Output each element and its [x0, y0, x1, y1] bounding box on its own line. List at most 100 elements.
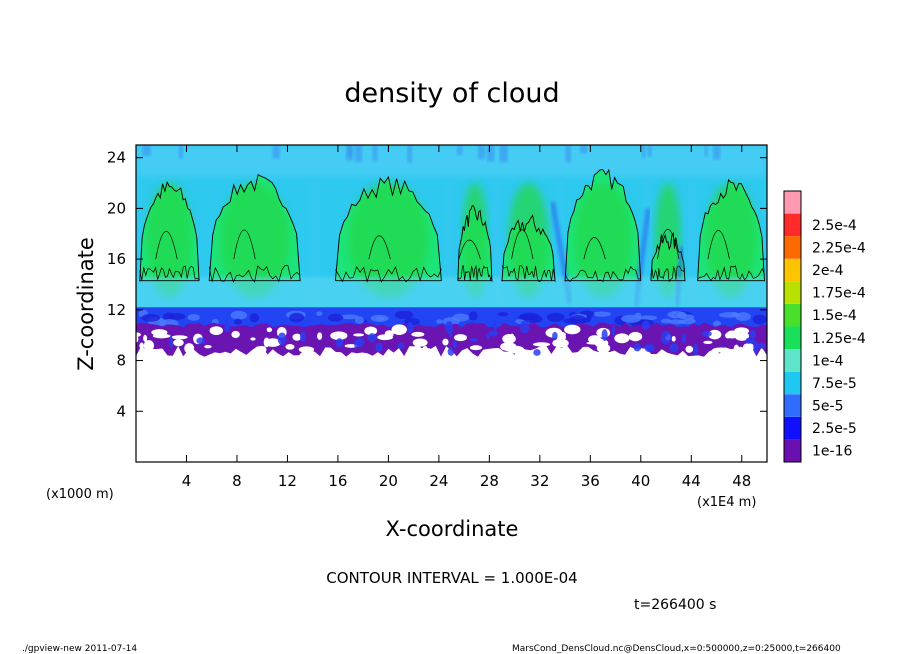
colorbar-segment — [784, 349, 801, 372]
blue-blob — [563, 317, 581, 324]
x-tick-label: 16 — [328, 472, 347, 490]
cloud-core — [146, 183, 192, 298]
purple-hole — [171, 335, 188, 340]
y-axis-ticks: 4 8 12 16 20 24 — [107, 149, 767, 420]
purple-hole — [298, 346, 315, 353]
x-tick-label: 36 — [581, 472, 600, 490]
x-tick-label: 28 — [480, 472, 499, 490]
colorbar-label: 1e-16 — [812, 444, 852, 460]
blue-blob — [519, 312, 540, 321]
contour-1e-4 — [139, 181, 200, 283]
top-streak — [641, 145, 646, 159]
purple-hole — [628, 331, 643, 342]
colorbar-segment — [784, 326, 801, 350]
blue-spot — [452, 340, 457, 349]
blue-spot — [407, 321, 414, 334]
contour-inner — [155, 230, 178, 260]
top-streak — [407, 145, 413, 163]
blue-blob — [735, 312, 751, 321]
blue-spot — [701, 330, 712, 337]
purple-hole — [500, 342, 517, 352]
contour-base — [697, 265, 765, 282]
blue-blob — [639, 315, 658, 321]
top-streak — [713, 145, 721, 160]
purple-hole — [564, 324, 581, 335]
blue-blob — [497, 312, 509, 317]
purple-hole — [204, 345, 212, 349]
blue-spot — [753, 340, 759, 354]
purple-hole — [143, 334, 148, 342]
colorbar-segment — [784, 191, 801, 214]
blue-blob — [592, 311, 612, 317]
purple-hole — [442, 338, 449, 346]
blue-spot — [681, 333, 687, 344]
blue-spot — [277, 332, 287, 346]
blue-blob — [230, 310, 248, 320]
blue-spot — [486, 333, 490, 340]
contour-base — [335, 265, 442, 283]
purple-hole — [250, 337, 256, 341]
gap-streak — [444, 176, 453, 304]
contour-base — [650, 265, 686, 283]
colorbar-label: 5e-5 — [812, 399, 843, 415]
footer-right: MarsCond_DensCloud.nc@DensCloud,x=0:5000… — [512, 644, 841, 654]
blue-spot — [445, 321, 454, 334]
colorbar-segment — [784, 236, 801, 259]
x-tick-label: 4 — [182, 472, 192, 490]
top-streak — [565, 145, 572, 163]
blue-spot — [335, 338, 344, 348]
colorbar-label: 7.5e-5 — [812, 376, 857, 392]
colorbar-label: 1.75e-4 — [812, 286, 866, 302]
x-tick-label: 12 — [278, 472, 297, 490]
purple-hole — [454, 334, 468, 342]
blue-spot — [756, 343, 767, 349]
x-tick-label: 24 — [429, 472, 448, 490]
purple-hole — [614, 333, 630, 344]
y-unit-label: (x1000 m) — [46, 487, 114, 502]
colorbar-label: 2.5e-5 — [812, 421, 857, 437]
purple-hole — [136, 332, 141, 337]
top-streak — [178, 145, 184, 159]
purple-hole — [411, 331, 425, 337]
contour-base — [208, 265, 301, 283]
blue-spot — [644, 343, 655, 353]
x-tick-label: 48 — [732, 472, 751, 490]
blue-blob — [354, 316, 365, 325]
blue-spot — [601, 329, 608, 341]
contour-interval-label: CONTOUR INTERVAL = 1.000E-04 — [326, 569, 577, 587]
blue-spot — [470, 337, 478, 343]
purple-band — [136, 319, 767, 357]
purple-hole — [552, 338, 569, 348]
blue-blob — [752, 314, 767, 325]
blue-blob — [394, 310, 414, 320]
blue-spot — [299, 331, 307, 343]
purple-hole — [685, 345, 694, 353]
colorbar-segment — [784, 416, 801, 440]
purple-hole — [151, 329, 168, 336]
blue-blob — [546, 312, 565, 323]
purple-hole — [209, 326, 223, 336]
y-axis-label: Z-coordinate — [74, 237, 98, 371]
purple-hole — [742, 343, 755, 352]
blue-blob — [327, 313, 344, 322]
purple-hole — [469, 345, 483, 351]
purple-hole — [596, 343, 611, 354]
colorbar-segment — [784, 371, 801, 395]
cloud-core — [220, 183, 290, 298]
cloud-core — [348, 183, 429, 298]
x-axis-ticks: 4 8 12 16 20 24 28 32 36 40 44 48 — [182, 145, 751, 490]
purple-hole — [285, 344, 295, 350]
blue-spot — [633, 343, 642, 352]
dark-blue-band — [136, 307, 767, 329]
blue-blob — [249, 313, 260, 323]
blue-blob — [452, 313, 470, 322]
contour-inner — [583, 237, 606, 260]
purple-hole — [184, 343, 195, 354]
purple-hole — [391, 324, 407, 335]
x-axis-label: X-coordinate — [386, 517, 519, 541]
blue-spot — [749, 329, 756, 339]
blue-spot — [224, 320, 229, 333]
blue-spot — [519, 320, 530, 334]
top-streak — [456, 145, 463, 155]
blue-blob — [187, 313, 200, 321]
